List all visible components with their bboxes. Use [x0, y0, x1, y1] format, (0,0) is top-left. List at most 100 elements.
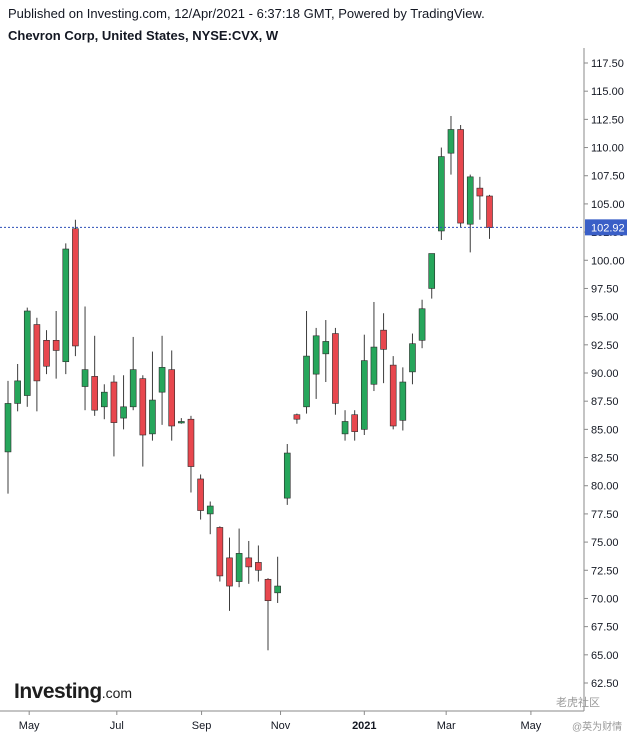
candle[interactable] — [245, 540, 253, 584]
candle[interactable] — [4, 380, 12, 494]
candle[interactable] — [476, 176, 484, 220]
candle[interactable] — [197, 474, 204, 520]
candle[interactable] — [43, 330, 50, 375]
candle[interactable] — [110, 375, 118, 457]
candle[interactable] — [206, 501, 214, 535]
candle[interactable] — [341, 410, 349, 441]
price-axis[interactable]: 62.50 65.00 67.50 70.00 72.50 75.00 77.50 80.00… — [583, 48, 625, 711]
candle[interactable] — [226, 537, 233, 611]
price-tick-label: 117.50 — [591, 58, 624, 70]
candle[interactable] — [14, 363, 21, 412]
candle-body-down — [351, 414, 358, 432]
candle[interactable] — [370, 301, 378, 392]
price-tick-label: 72.50 — [591, 565, 619, 577]
candle[interactable] — [23, 307, 31, 407]
candle[interactable] — [62, 243, 70, 375]
candle[interactable] — [33, 317, 41, 412]
candle[interactable] — [52, 311, 60, 379]
candle[interactable] — [264, 578, 272, 651]
candle[interactable] — [303, 311, 310, 414]
candle-body-up — [283, 452, 291, 499]
candle-body-down — [245, 557, 253, 568]
candle[interactable] — [312, 327, 320, 399]
candle[interactable] — [418, 299, 426, 349]
candle[interactable] — [293, 413, 301, 424]
time-tick-label: Nov — [271, 720, 291, 732]
price-tick-label: 92.50 — [591, 340, 619, 352]
candle-body-up — [62, 248, 70, 363]
candle-body-up — [409, 343, 416, 373]
candle[interactable] — [101, 384, 108, 420]
candle[interactable] — [187, 415, 195, 493]
time-tick-label: Mar — [437, 720, 456, 732]
candle-body-down — [216, 527, 224, 577]
price-tick-label: 75.00 — [591, 537, 619, 549]
candle[interactable] — [120, 375, 127, 430]
time-tick-label: May — [521, 720, 542, 732]
candle[interactable] — [466, 174, 474, 253]
published-caption: Published on Investing.com, 12/Apr/2021 … — [8, 6, 485, 21]
candle[interactable] — [486, 194, 493, 239]
candle-body-up — [438, 156, 445, 232]
candle[interactable] — [149, 351, 156, 441]
price-tick-label: 87.50 — [591, 396, 619, 408]
candle[interactable] — [81, 306, 89, 411]
time-axis[interactable]: May Jul Sep Nov 2021 Mar May — [0, 710, 584, 732]
candle[interactable] — [91, 335, 98, 416]
candle[interactable] — [380, 313, 387, 384]
candle[interactable] — [457, 125, 464, 228]
investing-logo: Investing.com — [14, 680, 132, 704]
candle-body-up — [312, 335, 320, 375]
candle[interactable] — [283, 444, 291, 505]
candle-body-up — [447, 129, 455, 154]
price-tick-label: 100.00 — [591, 255, 625, 267]
candle[interactable] — [409, 333, 416, 385]
candle[interactable] — [399, 367, 407, 431]
candle-body-up — [428, 253, 436, 289]
candle-body-up — [235, 553, 243, 582]
time-tick-label: May — [19, 720, 40, 732]
price-tick-label: 67.50 — [591, 622, 619, 634]
candle-body-down — [33, 324, 41, 382]
candle-body-up — [466, 176, 474, 225]
candle[interactable] — [158, 335, 166, 425]
candle[interactable] — [361, 334, 368, 435]
candle[interactable] — [274, 556, 281, 603]
price-tick-label: 95.00 — [591, 312, 619, 324]
candle-body-up — [23, 310, 31, 396]
candle[interactable] — [438, 147, 445, 240]
candle[interactable] — [351, 410, 358, 441]
candle-body-up — [322, 341, 330, 355]
candle-body-up — [361, 360, 368, 430]
watermark-line1: 老虎社区 — [556, 697, 600, 709]
candle[interactable] — [235, 528, 243, 588]
candle[interactable] — [216, 526, 224, 582]
candle[interactable] — [178, 418, 185, 424]
candle-body-up — [178, 421, 185, 424]
time-tick-label: 2021 — [352, 720, 376, 732]
current-price-tag: 102.92 — [585, 219, 627, 236]
candle[interactable] — [322, 320, 330, 383]
price-tick-label: 115.00 — [591, 86, 624, 98]
candle-body-up — [14, 380, 21, 404]
price-tick-label: 80.00 — [591, 481, 619, 493]
price-tick-label: 110.00 — [591, 143, 624, 155]
candle[interactable] — [447, 115, 455, 175]
candle-body-up — [370, 346, 378, 385]
candle[interactable] — [428, 253, 436, 299]
candle[interactable] — [72, 219, 79, 357]
price-tick-label: 65.00 — [591, 650, 619, 662]
candle-body-down — [72, 228, 79, 347]
price-tick-label: 85.00 — [591, 424, 619, 436]
price-tag-box — [585, 219, 627, 236]
candle[interactable] — [129, 336, 137, 411]
candle[interactable] — [139, 375, 147, 467]
candle[interactable] — [168, 350, 176, 441]
candle[interactable] — [332, 327, 339, 415]
logo-suffix: .com — [101, 685, 133, 701]
price-tick-label: 62.50 — [591, 678, 619, 690]
candle[interactable] — [389, 356, 397, 430]
candle-body-up — [158, 367, 166, 393]
candle[interactable] — [255, 545, 262, 582]
